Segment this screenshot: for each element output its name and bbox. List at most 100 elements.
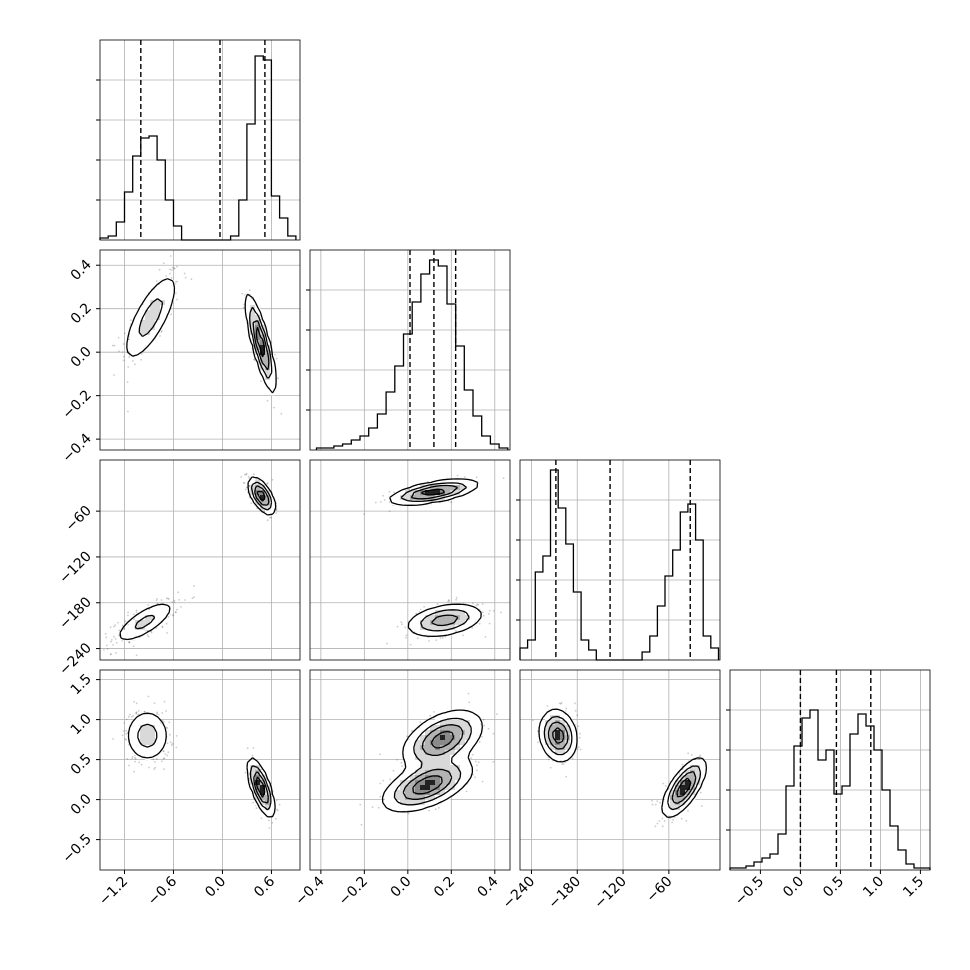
sample-point bbox=[125, 732, 128, 735]
density-cell bbox=[140, 615, 146, 621]
density-cell bbox=[465, 730, 471, 736]
density-cell bbox=[255, 800, 261, 806]
density-cell bbox=[445, 775, 451, 781]
sample-point bbox=[248, 477, 251, 480]
sample-point bbox=[169, 255, 172, 257]
sample-point bbox=[273, 406, 275, 409]
sample-point bbox=[253, 473, 255, 476]
density-cell bbox=[420, 795, 426, 801]
sample-point bbox=[105, 636, 108, 639]
density-cell bbox=[445, 755, 451, 761]
density-cell bbox=[140, 740, 146, 746]
sample-point bbox=[115, 652, 117, 654]
sample-point bbox=[133, 618, 135, 620]
density-cell bbox=[450, 720, 456, 726]
density-cell bbox=[460, 740, 466, 746]
density-cell bbox=[385, 795, 391, 801]
sample-point bbox=[687, 809, 689, 812]
density-cell bbox=[550, 745, 556, 751]
density-cell bbox=[465, 725, 471, 731]
density-cell bbox=[460, 735, 466, 741]
density-cell bbox=[150, 320, 156, 326]
density-cell bbox=[155, 320, 161, 326]
density-cell bbox=[145, 325, 151, 331]
density-cell bbox=[160, 725, 166, 731]
x-tick-label: −1.2 bbox=[96, 874, 131, 909]
sample-point bbox=[128, 764, 130, 767]
sample-point bbox=[663, 820, 666, 822]
density-cell bbox=[145, 295, 151, 301]
histogram-panel-0 bbox=[96, 39, 301, 241]
density-cell bbox=[145, 750, 151, 756]
histogram-step-line bbox=[315, 259, 509, 450]
sample-point bbox=[396, 625, 399, 628]
density-cell bbox=[415, 490, 421, 496]
density-cell bbox=[435, 495, 441, 501]
sample-point bbox=[163, 700, 166, 703]
sample-point bbox=[169, 272, 171, 275]
density-cell bbox=[410, 805, 416, 811]
density-cell bbox=[460, 755, 466, 761]
density-cell bbox=[255, 760, 261, 766]
density-cell bbox=[460, 750, 466, 756]
density-cell bbox=[695, 765, 701, 771]
density-cell bbox=[420, 770, 426, 776]
density-cell bbox=[445, 740, 451, 746]
density-cell bbox=[430, 485, 436, 491]
density-cell bbox=[455, 715, 461, 721]
density-cell bbox=[420, 775, 426, 781]
sample-point bbox=[462, 602, 465, 605]
density-cell bbox=[245, 315, 251, 321]
density-cell bbox=[475, 720, 481, 726]
sample-point bbox=[658, 820, 661, 822]
density-cell bbox=[440, 750, 446, 756]
density-cell bbox=[410, 485, 416, 491]
sample-point bbox=[135, 711, 138, 714]
density-cell bbox=[250, 310, 256, 316]
density-cell bbox=[150, 620, 156, 626]
sample-point bbox=[673, 816, 676, 819]
density-cell bbox=[390, 805, 396, 811]
density-cell bbox=[425, 630, 431, 636]
density-cell bbox=[445, 610, 451, 616]
sample-point bbox=[277, 809, 279, 812]
density-cell bbox=[460, 720, 466, 726]
density-cell bbox=[435, 765, 441, 771]
density-cell bbox=[150, 720, 156, 726]
sample-point bbox=[162, 750, 165, 753]
density-cell bbox=[415, 630, 421, 636]
density-cell bbox=[435, 775, 441, 781]
density-cell bbox=[540, 720, 546, 726]
sample-point bbox=[392, 769, 395, 772]
sample-point bbox=[277, 377, 279, 380]
sample-point bbox=[127, 611, 129, 614]
density-cell bbox=[390, 795, 396, 801]
density-cell bbox=[130, 745, 136, 751]
sample-point bbox=[456, 474, 459, 477]
density-cell bbox=[445, 720, 451, 726]
sample-point bbox=[428, 640, 430, 642]
sample-point bbox=[115, 641, 118, 644]
sample-point bbox=[537, 741, 539, 744]
sample-point bbox=[125, 729, 127, 732]
density-cell bbox=[435, 605, 441, 611]
density-cell bbox=[395, 795, 401, 801]
density-cell bbox=[435, 480, 441, 486]
density-cell bbox=[440, 715, 446, 721]
sample-point bbox=[177, 591, 180, 594]
density-cell bbox=[460, 480, 466, 486]
x-tick-label: 0.0 bbox=[388, 874, 415, 901]
density-cell bbox=[465, 485, 471, 491]
density-cell bbox=[435, 615, 441, 621]
density-cell bbox=[265, 365, 271, 371]
density-cell bbox=[255, 335, 261, 341]
sample-point bbox=[260, 817, 263, 820]
density-cell bbox=[155, 720, 161, 726]
density-cell bbox=[435, 750, 441, 756]
density-cell bbox=[685, 780, 691, 786]
density-cell bbox=[140, 715, 146, 721]
density-cell bbox=[395, 790, 401, 796]
density-cell bbox=[265, 335, 271, 341]
sample-point bbox=[685, 819, 688, 822]
y-tick-label: 0.2 bbox=[68, 300, 95, 327]
